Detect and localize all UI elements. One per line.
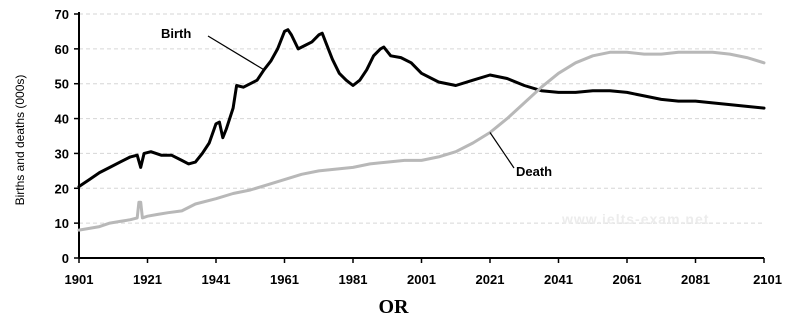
axes <box>74 12 765 263</box>
y-tick-label-10: 10 <box>55 216 69 231</box>
x-tick-label-2081: 2081 <box>681 272 710 287</box>
x-tick-label-2041: 2041 <box>544 272 573 287</box>
y-tick-label-70: 70 <box>55 7 69 22</box>
x-tick-label-2101: 2101 <box>753 272 782 287</box>
y-tick-label-30: 30 <box>55 146 69 161</box>
y-tick-label-60: 60 <box>55 42 69 57</box>
x-tick-label-2021: 2021 <box>476 272 505 287</box>
or-label: OR <box>378 296 409 318</box>
x-tick-label-1961: 1961 <box>270 272 299 287</box>
annotation-leader-death <box>489 132 515 169</box>
x-tick-label-1941: 1941 <box>202 272 231 287</box>
grid-lines <box>79 13 764 224</box>
x-tick-label-2001: 2001 <box>407 272 436 287</box>
series-line-birth <box>77 28 766 188</box>
annotations: Birth Death <box>161 26 552 179</box>
x-tick-label-1981: 1981 <box>339 272 368 287</box>
x-tick-label-1901: 1901 <box>65 272 94 287</box>
y-tick-label-0: 0 <box>62 251 69 266</box>
annotation-label-death: Death <box>516 164 552 179</box>
annotation-label-birth: Birth <box>161 26 191 41</box>
x-tick-label-2061: 2061 <box>613 272 642 287</box>
y-tick-label-20: 20 <box>55 181 69 196</box>
tick-labels: 0 10 20 30 40 50 60 70 1901 1921 1941 1961 1981 2001 2… <box>55 7 782 287</box>
watermark: www.ielts-exam.net <box>561 211 709 227</box>
y-tick-label-40: 40 <box>55 112 69 127</box>
series-line-death <box>77 50 766 232</box>
y-axis-label: Births and deaths (000s) <box>13 75 27 206</box>
series-lines <box>77 28 766 232</box>
x-tick-label-1921: 1921 <box>133 272 162 287</box>
annotation-leader-birth <box>207 35 265 71</box>
y-tick-label-50: 50 <box>55 77 69 92</box>
